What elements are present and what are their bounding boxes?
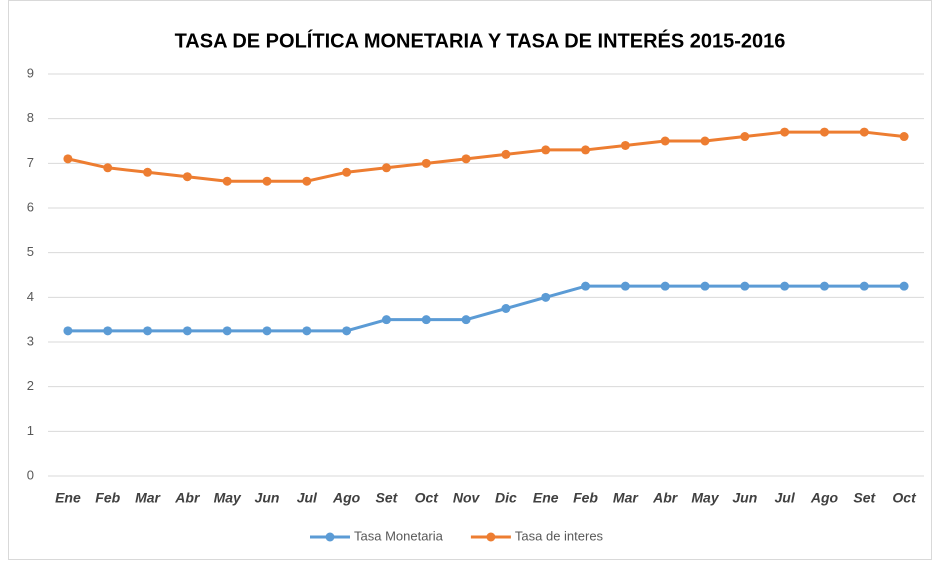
x-tick-label: Oct: [415, 490, 440, 506]
y-tick-label: 4: [27, 289, 34, 304]
point: [182, 172, 192, 182]
point: [899, 281, 909, 291]
point: [700, 281, 710, 291]
y-tick-label: 8: [27, 110, 34, 125]
point: [421, 158, 431, 168]
legend-label: Tasa Monetaria: [354, 528, 444, 543]
point: [63, 154, 73, 164]
point: [262, 176, 272, 186]
point: [63, 326, 73, 336]
x-tick-label: Feb: [573, 490, 598, 506]
x-tick-label: Nov: [453, 490, 481, 506]
point: [461, 154, 471, 164]
point: [859, 281, 869, 291]
point: [819, 127, 829, 137]
x-tick-label: Ago: [332, 490, 361, 506]
y-tick-label: 6: [27, 199, 34, 214]
point: [780, 127, 790, 137]
y-tick-label: 0: [27, 467, 34, 482]
point: [819, 281, 829, 291]
series-line: [67, 284, 905, 333]
point: [381, 163, 391, 173]
x-tick-label: Abr: [652, 490, 679, 506]
series-line: [67, 130, 905, 183]
x-tick-label: Mar: [135, 490, 161, 506]
point: [620, 140, 630, 150]
point: [541, 145, 551, 155]
x-tick-label: Jun: [732, 490, 757, 506]
x-tick-label: Mar: [613, 490, 639, 506]
x-tick-label: Abr: [174, 490, 201, 506]
y-tick-label: 3: [27, 333, 34, 348]
point: [740, 281, 750, 291]
x-tick-label: Ene: [55, 490, 81, 506]
point: [700, 136, 710, 146]
legend-marker: [486, 532, 496, 542]
point: [780, 281, 790, 291]
point: [859, 127, 869, 137]
point: [899, 132, 909, 142]
x-tick-label: Jun: [255, 490, 280, 506]
x-tick-label: Feb: [95, 490, 120, 506]
point: [620, 281, 630, 291]
point: [581, 145, 591, 155]
point: [182, 326, 192, 336]
point: [501, 304, 511, 313]
x-tick-label: Jul: [297, 490, 318, 506]
point: [660, 281, 670, 291]
y-tick-label: 2: [27, 378, 34, 393]
point: [501, 149, 511, 159]
point: [581, 281, 591, 291]
point: [342, 167, 352, 177]
point: [342, 326, 352, 336]
point: [222, 326, 232, 336]
point: [143, 326, 153, 336]
x-tick-label: May: [691, 490, 719, 506]
point: [461, 315, 471, 325]
chart-border: [8, 0, 932, 560]
x-tick-label: Ago: [810, 490, 839, 506]
x-tick-label: Oct: [892, 490, 917, 506]
x-tick-label: Ene: [533, 490, 559, 506]
point: [421, 315, 431, 325]
point: [103, 326, 113, 336]
point: [222, 176, 232, 186]
x-tick-label: May: [214, 490, 242, 506]
y-tick-label: 7: [27, 155, 34, 170]
legend-label: Tasa de interes: [515, 528, 604, 543]
point: [143, 167, 153, 177]
point: [740, 132, 750, 142]
x-tick-label: Set: [376, 490, 399, 506]
y-tick-label: 9: [27, 65, 34, 80]
point: [302, 326, 312, 336]
point: [302, 176, 312, 186]
point: [262, 326, 272, 336]
x-tick-label: Set: [853, 490, 876, 506]
x-tick-label: Jul: [775, 490, 796, 506]
legend-marker: [325, 532, 335, 542]
point: [381, 315, 391, 325]
y-tick-label: 5: [27, 244, 34, 259]
point: [541, 292, 551, 302]
y-tick-label: 1: [27, 423, 34, 438]
point: [103, 163, 113, 173]
chart-title: TASA DE POLÍTICA MONETARIA Y TASA DE INT…: [175, 29, 786, 52]
point: [660, 136, 670, 146]
x-tick-label: Dic: [495, 490, 517, 506]
